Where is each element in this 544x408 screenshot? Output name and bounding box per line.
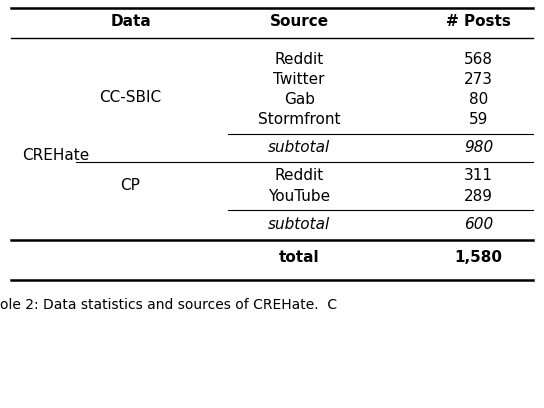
Text: 311: 311 — [464, 169, 493, 184]
Text: 80: 80 — [469, 93, 489, 107]
Text: ole 2: Data statistics and sources of CREHate.  C: ole 2: Data statistics and sources of CR… — [0, 298, 337, 312]
Text: 600: 600 — [464, 217, 493, 231]
Text: YouTube: YouTube — [268, 188, 330, 204]
Text: Data: Data — [110, 15, 151, 29]
Text: Source: Source — [270, 15, 329, 29]
Text: 289: 289 — [464, 188, 493, 204]
Text: Reddit: Reddit — [275, 169, 324, 184]
Text: subtotal: subtotal — [268, 217, 330, 231]
Text: 568: 568 — [464, 53, 493, 67]
Text: Reddit: Reddit — [275, 53, 324, 67]
Text: Stormfront: Stormfront — [258, 113, 341, 127]
Text: subtotal: subtotal — [268, 140, 330, 155]
Text: 273: 273 — [464, 73, 493, 87]
Text: CP: CP — [121, 178, 140, 193]
Text: 59: 59 — [469, 113, 489, 127]
Text: Gab: Gab — [284, 93, 314, 107]
Text: 980: 980 — [464, 140, 493, 155]
Text: Twitter: Twitter — [274, 73, 325, 87]
Text: CC-SBIC: CC-SBIC — [100, 91, 162, 106]
Text: # Posts: # Posts — [446, 15, 511, 29]
Text: 1,580: 1,580 — [455, 251, 503, 266]
Text: total: total — [279, 251, 319, 266]
Text: CREHate: CREHate — [22, 148, 89, 162]
